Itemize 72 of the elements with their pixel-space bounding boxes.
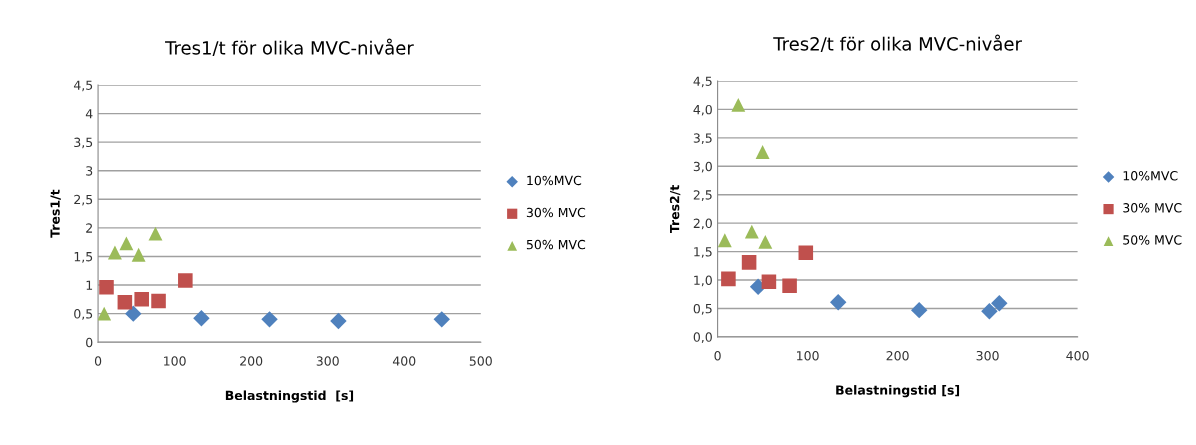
- point: [731, 97, 746, 112]
- x-tick-label: 300: [316, 356, 339, 366]
- y-tick-label: 4,0: [693, 104, 712, 116]
- point: [134, 292, 149, 307]
- point: [131, 247, 146, 262]
- y-axis-title: Tres2/t: [669, 184, 681, 234]
- point: [755, 145, 770, 160]
- point: [99, 280, 114, 295]
- point: [119, 236, 134, 251]
- y-tick-label: 4,5: [693, 76, 712, 88]
- point: [717, 233, 732, 248]
- point: [98, 306, 112, 321]
- x-tick-label: 400: [1066, 350, 1089, 361]
- point: [107, 245, 122, 260]
- x-tick-label: 100: [797, 350, 819, 361]
- y-tick-label: 4: [85, 109, 93, 119]
- y-tick-label: 0: [86, 337, 93, 348]
- point: [798, 245, 814, 260]
- x-tick-label: 0: [714, 350, 721, 361]
- chart-title: Tres1/t för olika MVC-nivåer: [165, 38, 414, 57]
- point: [151, 293, 166, 309]
- y-tick-label: 1,5: [74, 252, 93, 263]
- point: [829, 293, 847, 311]
- point: [721, 271, 736, 287]
- legend-label: 50% MVC: [526, 239, 586, 250]
- x-tick-label: 0: [94, 356, 102, 366]
- point: [433, 311, 450, 328]
- y-tick-label: 0,5: [74, 309, 93, 320]
- point: [178, 273, 193, 288]
- y-tick-label: 3,5: [74, 137, 93, 149]
- legend-label: 50% MVC: [1123, 235, 1182, 245]
- x-axis-title: Belastningstid [s]: [225, 390, 354, 403]
- y-tick-label: 3,0: [693, 161, 712, 173]
- y-tick-label: 4,5: [73, 80, 93, 92]
- point: [117, 294, 133, 310]
- point: [330, 312, 347, 330]
- y-tick-label: 0,0: [693, 332, 712, 344]
- legend-label: 10%MVC: [527, 175, 582, 186]
- point: [261, 311, 278, 328]
- point: [744, 224, 759, 239]
- x-tick-label: 100: [164, 356, 186, 366]
- x-tick-label: 200: [240, 356, 263, 366]
- chart-title: Tres2/t för olika MVC-nivåer: [773, 34, 1022, 53]
- y-axis-title: Tres1/t: [50, 189, 61, 238]
- point: [981, 303, 998, 320]
- point: [991, 295, 1008, 312]
- legend-label: 30% MVC: [1123, 203, 1182, 213]
- y-tick-label: 3,5: [693, 133, 712, 145]
- point: [758, 234, 773, 249]
- y-tick-label: 1,0: [694, 275, 712, 287]
- x-tick-label: 400: [392, 356, 416, 366]
- y-tick-label: 1: [86, 280, 93, 290]
- legend-label: 10%MVC: [1123, 171, 1178, 181]
- y-tick-label: 2,5: [74, 194, 93, 206]
- x-tick-label: 200: [886, 350, 909, 361]
- legend-label: 30% MVC: [526, 207, 586, 218]
- point: [782, 278, 797, 293]
- point: [193, 309, 210, 327]
- y-tick-label: 0,5: [693, 303, 712, 315]
- x-tick-label: 500: [469, 356, 492, 366]
- point: [910, 301, 928, 319]
- y-tick-label: 3: [86, 166, 93, 176]
- point: [125, 305, 142, 322]
- x-axis-title: Belastningstid [s]: [836, 385, 960, 398]
- y-tick-label: 1,5: [694, 247, 712, 258]
- y-tick-label: 2,5: [693, 190, 712, 201]
- point: [148, 226, 163, 241]
- y-tick-label: 2: [86, 223, 92, 233]
- y-tick-label: 2,0: [693, 218, 712, 230]
- point: [741, 255, 757, 270]
- x-tick-label: 300: [976, 350, 999, 361]
- point: [761, 274, 777, 289]
